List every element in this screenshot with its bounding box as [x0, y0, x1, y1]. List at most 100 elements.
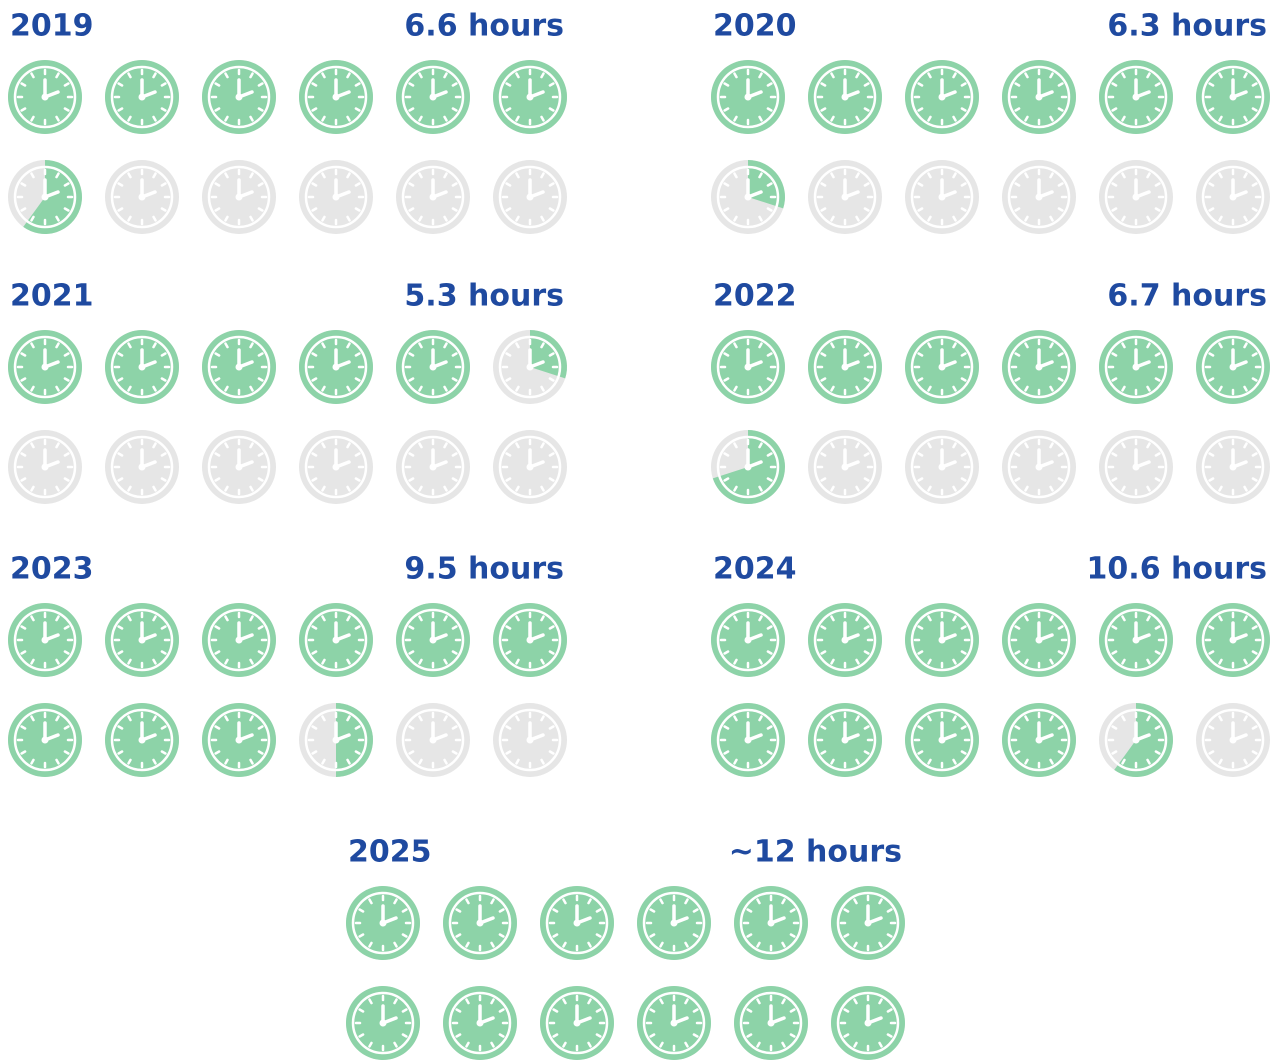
clock-tick: [1154, 477, 1161, 482]
clock-tick: [830, 342, 835, 349]
clock-tick: [830, 758, 835, 765]
clock-tick: [321, 758, 326, 765]
clock-tick: [20, 207, 27, 212]
clock-tick: [855, 715, 860, 722]
clock-center: [1132, 363, 1140, 371]
clock-tick: [1146, 615, 1151, 622]
clock-center: [938, 636, 946, 644]
clock-tick: [358, 933, 365, 938]
clock-tick: [505, 725, 512, 730]
clock-tick: [505, 352, 512, 357]
clock-tick: [1057, 452, 1064, 457]
clock-tick: [393, 1041, 398, 1048]
clock-tick: [418, 658, 423, 665]
clock-tick: [401, 933, 408, 938]
clock-tick: [548, 352, 555, 357]
clock-tick: [540, 215, 545, 222]
clock-tick: [766, 182, 773, 187]
clock-tick: [960, 477, 967, 482]
clock-tick: [758, 215, 763, 222]
clock-ring: [401, 65, 465, 129]
clock-tick: [321, 658, 326, 665]
clock-tick: [595, 908, 602, 913]
clock-center: [744, 463, 752, 471]
clock-tick: [515, 115, 520, 122]
clock-tick: [490, 898, 495, 905]
clock-tick: [321, 115, 326, 122]
clock-tick: [1154, 377, 1161, 382]
clock-tick: [515, 172, 520, 179]
clock-tick: [758, 172, 763, 179]
clock-tick: [321, 172, 326, 179]
clock-tick: [1024, 172, 1029, 179]
clock-tick: [401, 1008, 408, 1013]
clock-center: [1132, 463, 1140, 471]
clock-tick: [505, 452, 512, 457]
clock-tick: [346, 385, 351, 392]
clock-tick: [321, 715, 326, 722]
clock-tick: [354, 182, 361, 187]
clock-tick: [408, 207, 415, 212]
clock-tick: [1146, 715, 1151, 722]
clock-tick: [853, 898, 858, 905]
clock-tick: [917, 477, 924, 482]
clock-tick: [733, 72, 738, 79]
clock-tick: [853, 998, 858, 1005]
clock-tick: [224, 658, 229, 665]
clock-tick: [257, 725, 264, 730]
clock-center: [526, 463, 534, 471]
clock-tick: [820, 477, 827, 482]
clock-tick: [758, 115, 763, 122]
clock-tick: [863, 207, 870, 212]
clock-tick: [127, 215, 132, 222]
clock-tick: [1154, 352, 1161, 357]
clock-tick: [257, 352, 264, 357]
clock-tick: [1251, 352, 1258, 357]
clock-tick: [746, 908, 753, 913]
clock-center: [41, 363, 49, 371]
clock-tick: [927, 715, 932, 722]
clock-tick: [224, 215, 229, 222]
clock-tick: [781, 1041, 786, 1048]
clock-ring: [207, 608, 271, 672]
clock-tick: [863, 107, 870, 112]
clock-tick: [927, 485, 932, 492]
clock-tick: [1146, 72, 1151, 79]
clock-ring: [739, 991, 803, 1055]
clock-tick: [1251, 377, 1258, 382]
clock-tick: [443, 442, 448, 449]
clock-tick: [1014, 352, 1021, 357]
clock-filled: [336, 703, 373, 777]
clock-tick: [515, 385, 520, 392]
clock-tick: [152, 215, 157, 222]
clock-tick: [214, 82, 221, 87]
clock-tick: [117, 750, 124, 755]
clock-ring: [1007, 165, 1071, 229]
clock-tick: [152, 72, 157, 79]
clock-group: [710, 603, 1270, 777]
clock-ring: [1201, 335, 1265, 399]
clock-tick: [830, 72, 835, 79]
clock-tick: [418, 385, 423, 392]
clock-tick: [820, 207, 827, 212]
clock-ring: [207, 435, 271, 499]
clock-tick: [117, 725, 124, 730]
clock-tick: [1146, 215, 1151, 222]
clock-tick: [540, 615, 545, 622]
clock-tick: [455, 933, 462, 938]
clock-tick: [311, 452, 318, 457]
clock-tick: [117, 452, 124, 457]
clock-tick: [63, 82, 70, 87]
clock-tick: [127, 715, 132, 722]
clock-ring: [813, 335, 877, 399]
clock-center: [332, 193, 340, 201]
clock-tick: [1208, 725, 1215, 730]
clock-tick: [117, 477, 124, 482]
clock-tick: [443, 342, 448, 349]
clock-center: [332, 93, 340, 101]
clock-tick: [443, 485, 448, 492]
clock-tick: [63, 377, 70, 382]
clock-tick: [1154, 82, 1161, 87]
clock-tick: [393, 941, 398, 948]
clock-tick: [952, 342, 957, 349]
